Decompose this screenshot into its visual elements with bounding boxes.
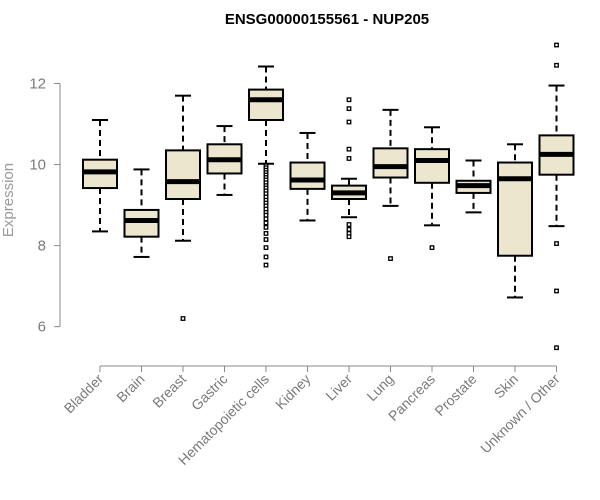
outlier-point (346, 146, 352, 152)
outlier-point (346, 234, 352, 240)
iqr-box (372, 147, 409, 179)
box-group (82, 118, 118, 233)
outlier-point (263, 262, 269, 268)
boxes (82, 42, 575, 351)
outlier-point (180, 316, 186, 321)
outlier-point (554, 241, 559, 246)
box-group (455, 159, 492, 214)
outlier-point (263, 237, 269, 242)
x-tick-label: Bladder (61, 371, 107, 417)
outlier-point (346, 119, 352, 125)
outlier-point (346, 106, 352, 112)
box-group (414, 126, 450, 251)
outlier-point (388, 256, 393, 261)
box-group (289, 131, 326, 222)
outlier-point (346, 226, 352, 232)
iqr-box (123, 208, 160, 238)
outlier-point (429, 245, 435, 251)
outlier-point (346, 156, 352, 161)
box-group (372, 108, 409, 261)
y-tick-label: 6 (38, 319, 46, 336)
box-group (165, 94, 201, 321)
outlier-point (263, 245, 269, 251)
x-tick-label: Kidney (272, 371, 314, 413)
outlier-point (554, 42, 559, 48)
box-group (538, 42, 575, 351)
box-group (248, 65, 284, 268)
outlier-point (263, 231, 269, 236)
outlier-point (263, 254, 269, 260)
x-tick-label: Prostate (431, 371, 479, 419)
chart-title: ENSG00000155561 - NUP205 (225, 11, 429, 28)
outlier-point (263, 216, 269, 222)
iqr-box (414, 148, 450, 184)
x-tick-label: Breast (149, 371, 189, 411)
iqr-box (165, 149, 201, 200)
outlier-point (554, 288, 559, 294)
x-tick-label: Liver (322, 371, 355, 404)
box-group (497, 143, 533, 299)
box-group (206, 125, 243, 196)
x-tick-label: Skin (491, 371, 522, 402)
y-tick-label: 10 (29, 157, 46, 174)
y-tick-label: 8 (38, 238, 46, 255)
outlier-point (554, 62, 559, 68)
outlier-point (263, 212, 269, 218)
outlier-point (263, 224, 269, 230)
outlier-point (263, 220, 269, 226)
outlier-point (346, 97, 352, 103)
box-group (123, 168, 160, 258)
x-tick-label: Brain (113, 371, 147, 405)
iqr-box (289, 161, 326, 190)
x-tick-label: Unknown / Other (477, 371, 563, 457)
outlier-point (346, 222, 352, 227)
y-axis: 6 8 10 12 (29, 76, 61, 336)
iqr-box (248, 88, 284, 121)
x-tick-label: Lung (363, 371, 396, 404)
outlier-point (554, 345, 559, 351)
box-group (331, 97, 367, 240)
y-tick-label: 12 (29, 76, 46, 93)
y-axis-label: Expression (0, 163, 17, 237)
